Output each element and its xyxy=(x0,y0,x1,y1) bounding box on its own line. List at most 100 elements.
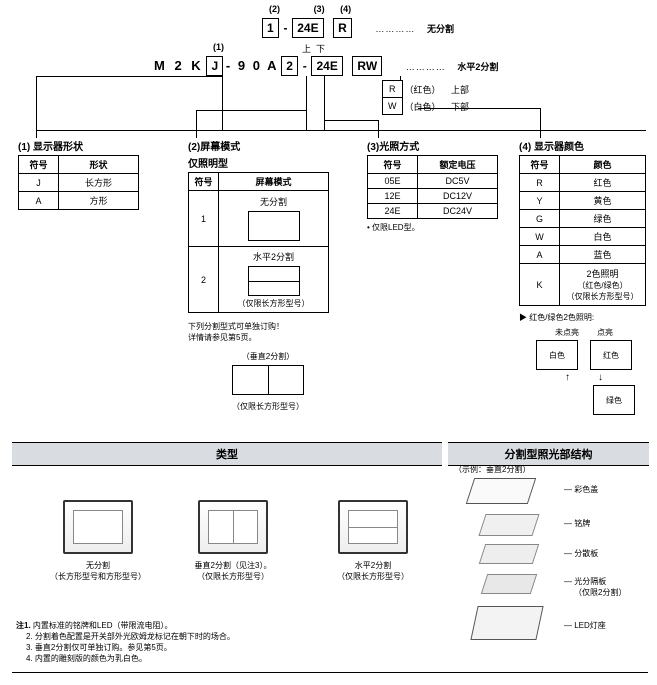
t3-r3c1: 24E xyxy=(368,204,418,219)
rw-legend: R（红色）上部 W（白色）下部 xyxy=(382,80,475,115)
t2-title: (2)屏幕模式 xyxy=(188,138,348,153)
t3-r2c2: DC12V xyxy=(418,189,498,204)
divider-line xyxy=(36,130,646,131)
sw-red: 红色 xyxy=(590,340,632,370)
t2-r1c2-lbl: 无分割 xyxy=(224,195,323,208)
lg-rpos: 上部 xyxy=(446,81,474,98)
p2: 垂直2分割（见注3）。 xyxy=(178,560,288,571)
n4: 4. 内置的雕刻版的颜色为乳白色。 xyxy=(16,653,436,664)
t2-extra-lbl2: （仅限长方形型号） xyxy=(188,401,348,412)
t4-arrows: ↑↓ xyxy=(519,372,649,383)
p3s: （仅限长方形型号） xyxy=(318,571,428,582)
n2: 2. 分割着色配置是开关部外光欧姆龙标记在朝下时的场合。 xyxy=(16,631,436,642)
lg-r: R xyxy=(383,81,403,98)
t3-h1: 符号 xyxy=(368,156,418,174)
t4-sym: A xyxy=(520,246,560,264)
box-24e: 24E xyxy=(292,18,323,38)
unlit: 未点亮 xyxy=(555,327,579,338)
prod2-img xyxy=(198,500,268,554)
pfx: M 2 K xyxy=(154,58,204,73)
p3: 水平2分割 xyxy=(318,560,428,571)
t2-extra: （垂直2分割） （仅限长方形型号） xyxy=(188,351,348,412)
example: （示例：垂直2分割） xyxy=(454,464,530,475)
n3: 3. 垂直2分割仅可单独订购。参见第5页。 xyxy=(16,642,436,653)
line-1 xyxy=(222,76,223,130)
prod3: 水平2分割 （仅限长方形型号） xyxy=(318,500,428,582)
code-nums-row1: (2) (3) (4) xyxy=(269,4,351,15)
mini-h2 xyxy=(248,266,300,296)
lg-rtxt: （红色） xyxy=(405,85,441,95)
dots2: ………… xyxy=(406,62,446,72)
line-3h xyxy=(324,120,378,121)
box-j: J xyxy=(206,56,223,76)
t4-title: (4) 显示器颜色 xyxy=(519,138,649,153)
cbl5: — LED灯座 xyxy=(564,620,606,631)
t4-sym: W xyxy=(520,228,560,246)
sw-white: 白色 xyxy=(536,340,578,370)
section-2: (2)屏幕模式 仅照明型 符号屏幕模式 1 无分割 2 水平2分割 （仅限长方形… xyxy=(188,138,348,412)
t3-r2c1: 12E xyxy=(368,189,418,204)
t3-r1c2: DC5V xyxy=(418,174,498,189)
t4-k: K xyxy=(520,264,560,306)
line-4v xyxy=(540,108,541,138)
prod1: 无分割 （长方形型号和方形型号） xyxy=(48,500,148,582)
t1-h2: 形状 xyxy=(59,156,139,174)
prod1-img xyxy=(63,500,133,554)
t4-col: 黄色 xyxy=(560,192,646,210)
t4-col: 蓝色 xyxy=(560,246,646,264)
section-4: (4) 显示器颜色 符号颜色 R红色Y黄色G绿色W白色A蓝色K2色照明（红色/绿… xyxy=(519,138,649,415)
p1s: （长方形型号和方形型号） xyxy=(48,571,148,582)
t3-h2: 额定电压 xyxy=(418,156,498,174)
mini-nosplit xyxy=(248,211,300,241)
t2-r2c2b: （仅限长方形型号） xyxy=(224,298,323,309)
dash: - xyxy=(281,21,289,35)
down: 下 xyxy=(316,44,325,54)
code-row2: M 2 K J - 9 0 A 2 - 24E RW ………… 水平2分割 xyxy=(154,56,498,76)
line-1v xyxy=(36,76,37,138)
t1-r1c2: 长方形 xyxy=(59,174,139,192)
t2-r2c2a: 水平2分割 xyxy=(224,250,323,263)
t1-r2c2: 方形 xyxy=(59,192,139,210)
t4-row2: 绿色 xyxy=(519,385,649,415)
t2-n1: 下列分割型式可单独订购！ xyxy=(188,321,348,332)
t1-r1c1: J xyxy=(19,174,59,192)
t3-r3c2: DC24V xyxy=(418,204,498,219)
t2-table: 符号屏幕模式 1 无分割 2 水平2分割 （仅限长方形型号） xyxy=(188,172,329,313)
t4-row1: 白色 红色 xyxy=(519,340,649,370)
page: (2) (3) (4) 1 - 24E R ………… 无分割 上 下 (1) M… xyxy=(0,0,657,685)
t3-note: • 仅限LED型。 xyxy=(367,222,498,233)
t2-n2: 详情请参见第5页。 xyxy=(188,332,348,343)
lbl-nosplit: 无分割 xyxy=(427,24,454,34)
n3: (3) xyxy=(314,4,325,14)
p2s: （仅限长方形型号） xyxy=(178,571,288,582)
t4-col: 红色 xyxy=(560,174,646,192)
exploded: — 彩色盖 — 铭牌 — 分散板 — 光分隔板（仅限2分割） — LED灯座 xyxy=(460,478,640,658)
t4-kc: 2色照明（红色/绿色）（仅限长方形型号） xyxy=(560,264,646,306)
t2-r1c1: 1 xyxy=(189,191,219,247)
p1: 无分割 xyxy=(48,560,148,571)
line-4a xyxy=(400,76,401,80)
box-2: 2 xyxy=(281,56,298,76)
box-r: R xyxy=(333,18,352,38)
t4-col: 白色 xyxy=(560,228,646,246)
lg-w: W xyxy=(383,98,403,115)
t4-sym: Y xyxy=(520,192,560,210)
t2-h2: 屏幕模式 xyxy=(219,173,329,191)
mid: - 9 0 A xyxy=(226,58,279,73)
tri-icon: ▶ xyxy=(519,313,527,322)
t1-h1: 符号 xyxy=(19,156,59,174)
t1-table: 符号形状 J长方形 A方形 xyxy=(18,155,139,210)
band-l: 类型 xyxy=(12,442,442,466)
part-separator xyxy=(481,574,537,594)
t2-sub: 仅照明型 xyxy=(188,155,348,170)
lit: 点亮 xyxy=(597,327,613,338)
n1: 内置标准的铭牌和LED（带限流电阻）。 xyxy=(33,621,173,630)
section-3: (3)光照方式 符号额定电压 05EDC5V 12EDC12V 24EDC24V… xyxy=(367,138,498,233)
notes: 注1. 内置标准的铭牌和LED（带限流电阻）。 2. 分割着色配置是开关部外光欧… xyxy=(16,620,436,664)
lg-wpos: 下部 xyxy=(446,98,474,115)
prod2: 垂直2分割（见注3）。 （仅限长方形型号） xyxy=(178,500,288,582)
t3-table: 符号额定电压 05EDC5V 12EDC12V 24EDC24V xyxy=(367,155,498,219)
up-down: 上 下 xyxy=(302,42,325,55)
t2-r2c1: 2 xyxy=(189,247,219,313)
t4-sym: G xyxy=(520,210,560,228)
